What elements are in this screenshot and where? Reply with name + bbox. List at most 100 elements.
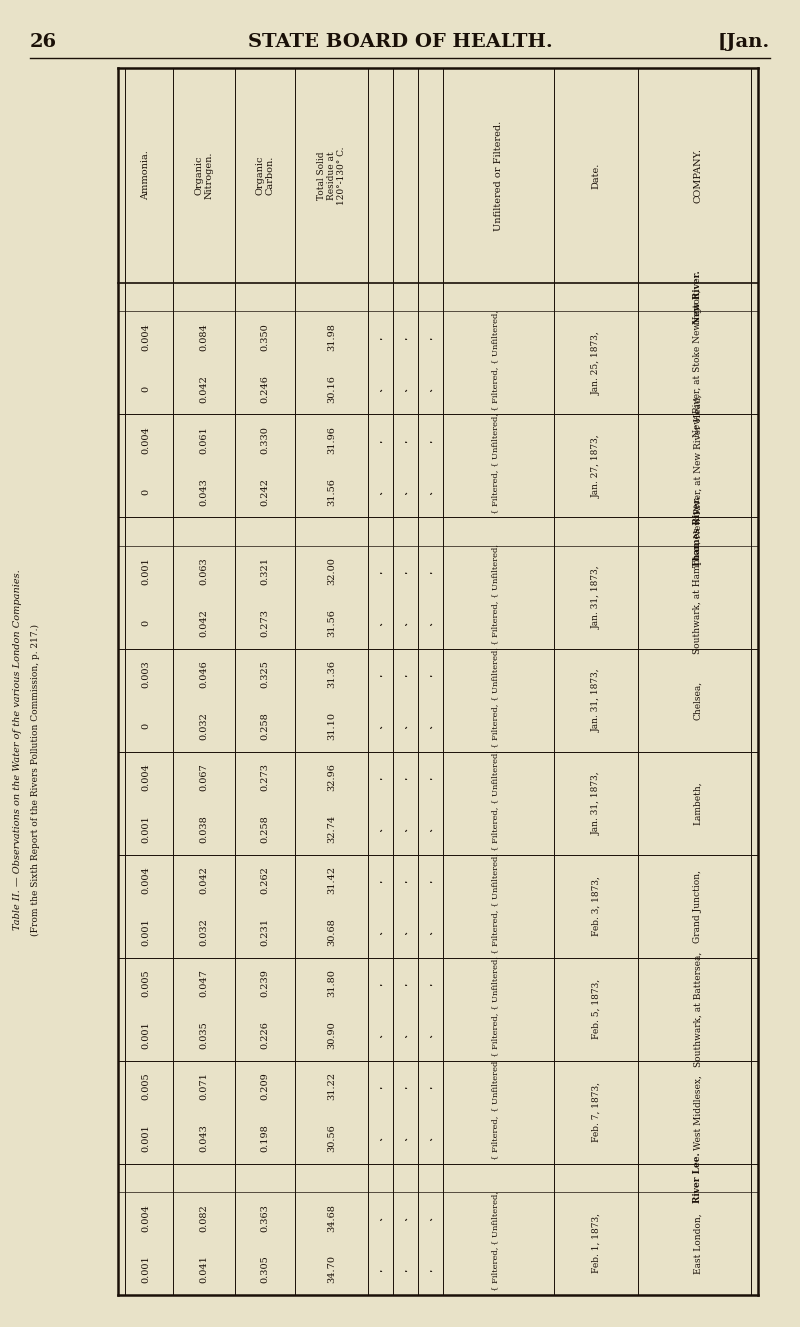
Text: 0.047: 0.047 (199, 970, 209, 998)
Text: New River.: New River. (694, 271, 702, 324)
Text: 32.74: 32.74 (327, 815, 336, 843)
Text: .: . (429, 1213, 432, 1222)
Text: .: . (379, 1213, 382, 1222)
Text: 0.067: 0.067 (199, 763, 209, 791)
Text: .: . (404, 435, 407, 445)
Text: { Filtered,: { Filtered, (491, 470, 499, 514)
Text: .: . (429, 435, 432, 445)
Text: 31.96: 31.96 (327, 426, 336, 454)
Text: .: . (404, 669, 407, 679)
Text: 31.56: 31.56 (327, 478, 336, 506)
Text: 0.239: 0.239 (261, 970, 270, 998)
Text: .: . (404, 979, 407, 987)
Text: .: . (404, 435, 407, 445)
Text: .: . (378, 618, 382, 628)
Text: 0.004: 0.004 (141, 867, 150, 894)
Text: .: . (429, 772, 432, 783)
Text: 0.001: 0.001 (141, 1020, 150, 1048)
Text: .: . (379, 1082, 382, 1091)
Text: 0.350: 0.350 (261, 324, 270, 350)
Text: 0.001: 0.001 (141, 557, 150, 585)
Text: .: . (378, 1082, 382, 1091)
Text: 0.001: 0.001 (141, 918, 150, 946)
Text: 0.005: 0.005 (141, 970, 150, 997)
Text: 0.246: 0.246 (261, 374, 270, 402)
Text: .: . (404, 876, 407, 885)
Text: .: . (429, 1133, 432, 1143)
Text: .: . (429, 618, 432, 628)
Text: Total Solid
Residue at
120°-130° C.: Total Solid Residue at 120°-130° C. (317, 146, 346, 204)
Text: 0.043: 0.043 (199, 478, 209, 506)
Text: .: . (378, 1133, 382, 1143)
Text: 0.032: 0.032 (199, 713, 209, 740)
Text: .: . (379, 722, 382, 730)
Text: .: . (379, 618, 382, 628)
Text: 31.56: 31.56 (327, 609, 336, 637)
Text: .: . (429, 333, 432, 341)
Text: .: . (378, 772, 382, 783)
Text: 0.001: 0.001 (141, 1255, 150, 1283)
Text: { Unfiltered,: { Unfiltered, (491, 648, 499, 702)
Text: .: . (429, 618, 432, 628)
Text: 34.70: 34.70 (327, 1255, 336, 1283)
Text: .: . (404, 928, 407, 937)
Text: { Filtered,: { Filtered, (491, 1013, 499, 1058)
Text: 0.258: 0.258 (261, 815, 270, 843)
Text: River Lee.: River Lee. (694, 1152, 702, 1204)
Text: .: . (379, 670, 382, 679)
Text: .: . (404, 487, 407, 496)
Text: .: . (379, 1031, 382, 1039)
Text: 0.063: 0.063 (199, 557, 209, 585)
Text: 0.042: 0.042 (199, 609, 209, 637)
Text: East London,: East London, (694, 1213, 702, 1274)
Text: { Filtered,: { Filtered, (491, 1247, 499, 1291)
Text: 0.084: 0.084 (199, 324, 209, 350)
Text: Southwark, at Hampton,: Southwark, at Hampton, (694, 540, 702, 654)
Text: .: . (404, 384, 407, 393)
Text: .: . (429, 487, 432, 496)
Text: 34.68: 34.68 (327, 1204, 336, 1231)
Text: .: . (429, 978, 432, 989)
Text: 31.80: 31.80 (327, 970, 336, 998)
Text: .: . (379, 567, 382, 576)
Text: { Unfiltered,: { Unfiltered, (491, 1190, 499, 1245)
Text: .: . (378, 824, 382, 833)
Text: .: . (429, 384, 432, 394)
Text: Grand Junction,: Grand Junction, (694, 869, 702, 942)
Text: .: . (378, 435, 382, 445)
Text: COMPANY.: COMPANY. (694, 149, 702, 203)
Text: 0.042: 0.042 (199, 867, 209, 894)
Text: Date.: Date. (591, 162, 601, 188)
Text: 0.004: 0.004 (141, 763, 150, 791)
Text: .: . (429, 928, 432, 937)
Text: (From the Sixth Report of the Rivers Pollution Commission, p. 217.): (From the Sixth Report of the Rivers Pol… (30, 624, 39, 936)
Text: 0.001: 0.001 (141, 1124, 150, 1152)
Text: 0.226: 0.226 (261, 1020, 270, 1048)
Text: .: . (404, 618, 407, 628)
Text: .: . (379, 824, 382, 833)
Text: 0.325: 0.325 (261, 661, 270, 689)
Text: Chelsea,: Chelsea, (694, 681, 702, 719)
Text: .: . (379, 333, 382, 341)
Text: 26: 26 (30, 33, 57, 50)
Text: .: . (379, 384, 382, 393)
Text: 0.273: 0.273 (261, 763, 270, 791)
Text: 0: 0 (141, 488, 150, 495)
Text: .: . (429, 1133, 432, 1143)
Text: Feb. 5, 1873,: Feb. 5, 1873, (591, 979, 601, 1039)
Text: .: . (429, 722, 432, 730)
Text: Lambeth,: Lambeth, (694, 782, 702, 825)
Text: Southwark, at Battersea,: Southwark, at Battersea, (694, 951, 702, 1067)
Text: .: . (404, 1082, 407, 1091)
Text: .: . (404, 1133, 407, 1143)
Text: Organic
Carbon.: Organic Carbon. (255, 155, 274, 195)
Text: .: . (404, 618, 407, 628)
Text: { Unfiltered,: { Unfiltered, (491, 750, 499, 804)
Text: .: . (429, 670, 432, 679)
Text: 0.035: 0.035 (199, 1020, 209, 1048)
Text: { Unfiltered: { Unfiltered (491, 1060, 499, 1112)
Text: .: . (429, 1082, 432, 1091)
Text: 31.22: 31.22 (327, 1072, 336, 1100)
Text: { Unfiltered,: { Unfiltered, (491, 311, 499, 364)
Text: 0.082: 0.082 (199, 1204, 209, 1231)
